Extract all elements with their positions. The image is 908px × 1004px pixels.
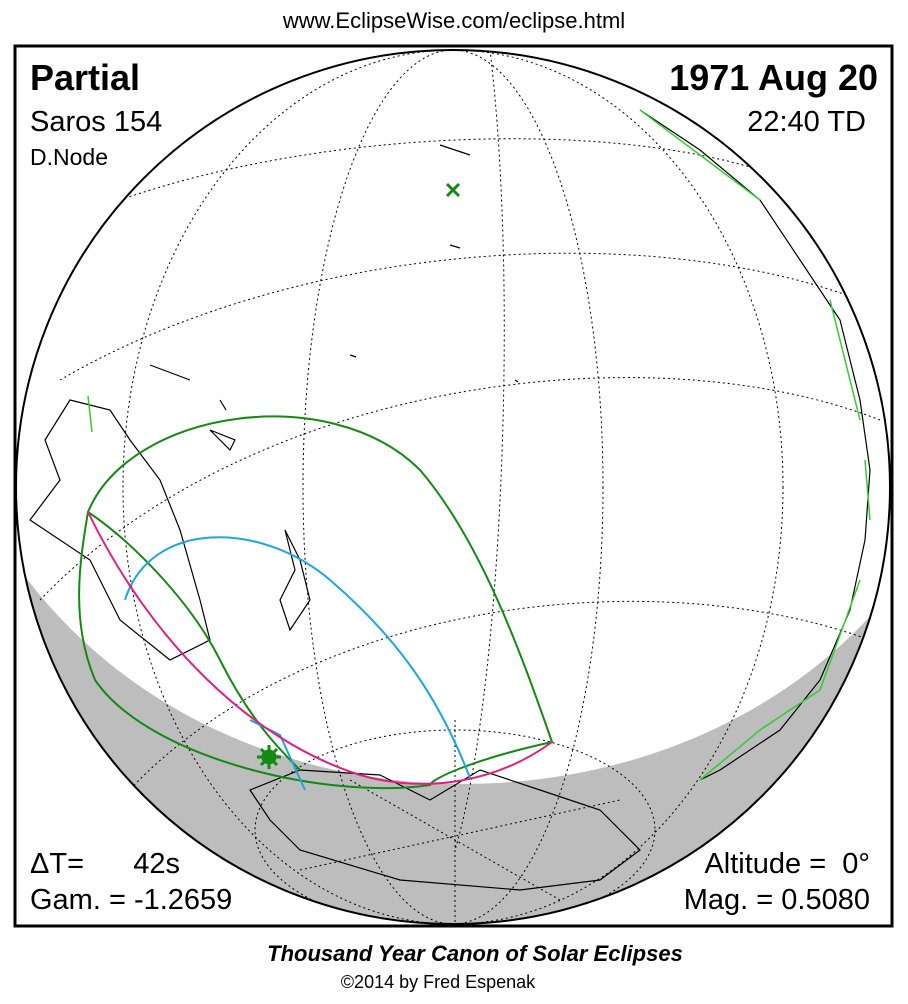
altitude: Altitude = 0° [704,848,870,880]
penumbra-limit-inner [87,511,301,771]
footer-credit: ©2014 by Fred Espenak [341,972,536,992]
saros: Saros 154 [30,106,162,138]
delta-t: 42s [133,848,180,880]
graticule [39,50,881,924]
footer-title: Thousand Year Canon of Solar Eclipses [267,941,683,966]
greatest-eclipse [257,745,281,769]
central-line-land [87,109,871,781]
sub-solar-point [445,182,461,198]
eclipse-type: Partial [30,57,140,98]
globe-outline [15,49,891,925]
penumbra-limit [78,415,554,790]
gamma: Gam. = -1.2659 [30,884,232,916]
magnitude: Mag. = 0.5080 [684,884,870,916]
date: 1971 Aug 20 [669,57,878,98]
url: www.EclipseWise.com/eclipse.html [282,8,625,33]
delta-t-label: ΔT= [30,848,84,880]
time: 22:40 TD [747,106,866,138]
sunrise-sunset-curve [87,511,553,785]
node: D.Node [30,144,108,170]
